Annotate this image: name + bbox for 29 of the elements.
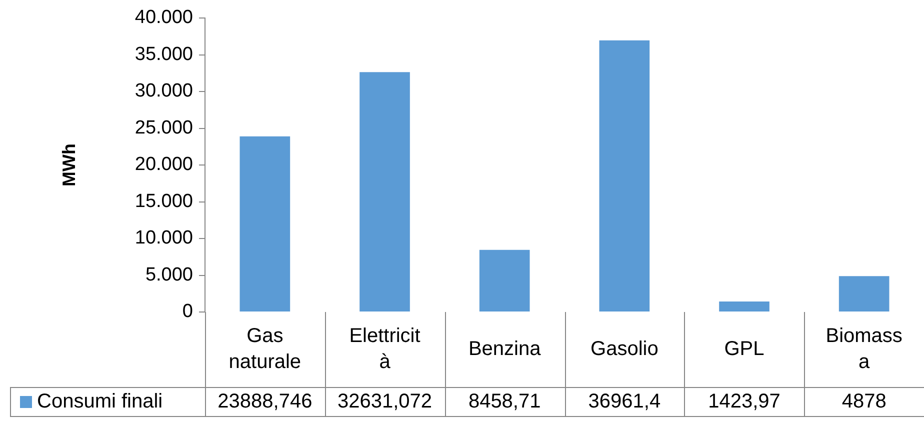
- bar: [599, 40, 650, 312]
- bar: [479, 250, 530, 312]
- y-tick-label: 15.000: [134, 190, 193, 212]
- x-tick-label: GPL: [724, 338, 764, 360]
- x-tick-label: Gas naturale: [228, 325, 302, 374]
- y-tick-label: 35.000: [134, 44, 193, 65]
- x-tick-label: Gasolio: [590, 338, 658, 360]
- y-tick-label: 5.000: [145, 264, 193, 286]
- x-tick-label: Benzina: [468, 338, 542, 360]
- bar: [240, 136, 290, 312]
- y-tick-label: 25.000: [134, 117, 193, 138]
- y-tick-label: 30.000: [134, 80, 193, 102]
- y-tick-label: 20.000: [134, 154, 193, 176]
- data-label: 8458,71: [468, 390, 541, 413]
- bar: [838, 276, 890, 312]
- y-tick-label: 10.000: [134, 228, 193, 249]
- bar: [360, 72, 410, 312]
- data-label: 32631,072: [337, 390, 432, 413]
- data-label: 4878: [842, 390, 886, 413]
- y-tick-label: 0: [182, 301, 193, 322]
- y-tick-label: 40.000: [134, 7, 193, 28]
- y-axis-title: MWh: [58, 144, 79, 186]
- x-tick-label: Elettricità: [349, 325, 421, 374]
- legend-label: Consumi finali: [37, 390, 163, 413]
- bar: [719, 302, 770, 312]
- data-label: 23888,746: [218, 390, 312, 413]
- x-tick-label: Biomassa: [826, 325, 902, 374]
- data-label: 1423,97: [708, 390, 780, 413]
- data-label: 36961,4: [588, 390, 661, 413]
